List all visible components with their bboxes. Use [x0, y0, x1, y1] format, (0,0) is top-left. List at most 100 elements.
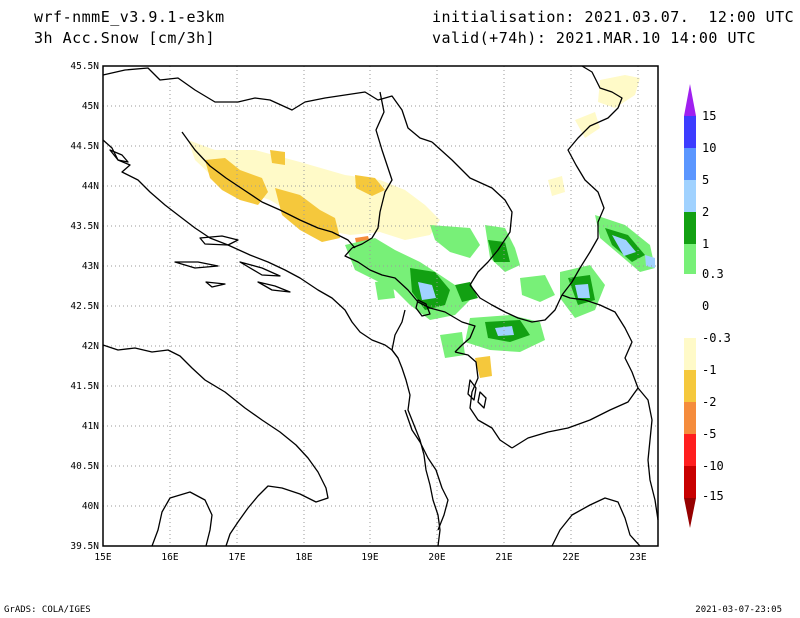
colorbar-label: 2 — [702, 205, 709, 219]
border-albania-north — [454, 351, 513, 449]
colorbar-segment — [684, 370, 696, 402]
island-3 — [239, 261, 281, 277]
lat-label: 41.5N — [70, 381, 99, 392]
snow-area-orange-3 — [355, 175, 385, 196]
border-kosovo — [431, 141, 513, 286]
lat-label: 45.5N — [70, 61, 99, 72]
snow-area-orange-2 — [275, 188, 340, 242]
snow-area-green-s2 — [375, 280, 395, 300]
lat-axis: 45.5N 45N 44.5N 44N 43.5N 43N 42.5N 42N … — [70, 61, 99, 552]
italy-heel — [151, 491, 213, 547]
lon-label: 19E — [361, 552, 378, 563]
lon-label: 20E — [428, 552, 445, 563]
footer-credit: GrADS: COLA/IGES — [4, 605, 91, 615]
lake-prespa — [477, 391, 487, 409]
colorbar-label: 1 — [702, 237, 709, 251]
colorbar-segment — [684, 274, 696, 338]
colorbar-segment — [684, 338, 696, 370]
snow-area-blue-4 — [575, 284, 590, 298]
colorbar-label: 15 — [702, 109, 716, 123]
border-greece — [637, 387, 659, 521]
lat-label: 45N — [82, 101, 99, 112]
lat-label: 40N — [82, 501, 99, 512]
snow-area-light-nw — [188, 140, 440, 240]
lat-label: 41N — [82, 421, 99, 432]
lat-label: 43N — [82, 261, 99, 272]
border-north — [102, 67, 433, 143]
snow-area-orange-1 — [205, 158, 268, 205]
colorbar-label: 0 — [702, 299, 709, 313]
snow-area-light-ne2 — [575, 112, 600, 138]
lat-label: 42.5N — [70, 301, 99, 312]
colorbar-segment — [684, 148, 696, 180]
colorbar-label: -0.3 — [702, 331, 731, 345]
map-frame — [102, 65, 659, 547]
border-macedonia — [511, 294, 639, 449]
snow-area-blue-3 — [645, 255, 655, 268]
lon-axis: 15E 16E 17E 18E 19E 20E 21E 22E 23E — [94, 552, 646, 563]
valid-time: valid(+74h): 2021.MAR.10 14:00 UTC — [432, 29, 757, 47]
border-albania-east — [391, 309, 406, 359]
snow-area-green-m2 — [520, 275, 555, 302]
colorbar-label: 10 — [702, 141, 716, 155]
island-4 — [257, 281, 291, 293]
adriatic-coastline — [102, 139, 441, 547]
colorbar-label: -10 — [702, 459, 724, 473]
lon-label: 22E — [562, 552, 579, 563]
colorbar-segment — [684, 244, 696, 274]
map-panel — [102, 65, 659, 547]
colorbar-segment — [684, 434, 696, 466]
snow-area-green-c — [430, 225, 480, 258]
border-bulgaria — [561, 65, 623, 296]
lon-label: 16E — [161, 552, 178, 563]
border-albania-south — [404, 409, 449, 531]
snow-field — [188, 75, 655, 378]
snow-area-blue-1 — [418, 282, 436, 300]
border-kosovo-east — [469, 284, 563, 323]
colorbar-segment — [684, 402, 696, 434]
colorbar-label: -1 — [702, 363, 716, 377]
lat-label: 44N — [82, 181, 99, 192]
variable-title: 3h Acc.Snow [cm/3h] — [34, 29, 216, 47]
snow-area-orange-5 — [475, 356, 492, 378]
colorbar-bottom-arrow — [684, 498, 696, 528]
lat-label: 39.5N — [70, 541, 99, 552]
lat-label: 43.5N — [70, 221, 99, 232]
greece-coast — [551, 497, 641, 547]
border-bosnia-serbia — [351, 91, 393, 249]
lake-shkoder — [415, 299, 431, 317]
island-1 — [199, 235, 239, 246]
colorbar-segment — [684, 116, 696, 148]
island-2 — [174, 261, 219, 269]
lon-label: 15E — [94, 552, 111, 563]
colorbar-label: 5 — [702, 173, 709, 187]
lon-label: 17E — [228, 552, 245, 563]
lon-label: 18E — [295, 552, 312, 563]
init-time: initialisation: 2021.03.07. 12:00 UTC — [432, 8, 795, 26]
snow-area-orange-4 — [270, 150, 285, 165]
snow-area-darkgreen-5 — [488, 240, 510, 262]
colorbar-label: 0.3 — [702, 267, 724, 281]
italy-coastline — [102, 344, 329, 547]
lon-label: 23E — [629, 552, 646, 563]
lat-label: 42N — [82, 341, 99, 352]
lat-label: 40.5N — [70, 461, 99, 472]
colorbar-label: -5 — [702, 427, 716, 441]
colorbar-label: -2 — [702, 395, 716, 409]
snow-area-light-ne — [598, 75, 640, 108]
colorbar-segment — [684, 180, 696, 212]
snow-area-green-s — [440, 332, 465, 358]
colorbar-segment — [684, 212, 696, 244]
colorbar-label: -15 — [702, 489, 724, 503]
coastlines-borders — [102, 65, 659, 547]
colorbar: 15 10 5 2 1 0.3 0 -0.3 -1 -2 -5 -10 -15 — [684, 84, 731, 528]
colorbar-top-arrow — [684, 84, 696, 116]
island-5 — [205, 281, 226, 288]
lon-label: 21E — [495, 552, 512, 563]
colorbar-segment — [684, 466, 696, 498]
map-grid — [103, 66, 658, 546]
border-bosnia-croatia — [181, 131, 356, 249]
island-6 — [109, 149, 129, 163]
lake-ohrid — [467, 379, 477, 401]
